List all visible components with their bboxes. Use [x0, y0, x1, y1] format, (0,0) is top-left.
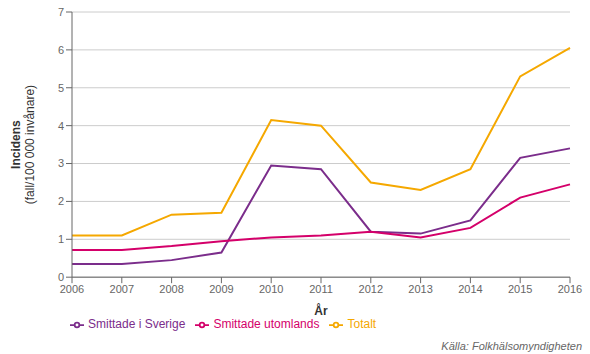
svg-text:2010: 2010 — [259, 283, 283, 295]
svg-text:2013: 2013 — [408, 283, 432, 295]
html-text:Källa: Folkhälsomyndigheten: Källa: Folkhälsomyndigheten — [441, 340, 582, 352]
svg-text:2009: 2009 — [209, 283, 233, 295]
svg-text:2015: 2015 — [508, 283, 532, 295]
svg-text:4: 4 — [58, 120, 64, 132]
svg-text:7: 7 — [58, 6, 64, 18]
html-text:Smittade utomlands: Smittade utomlands — [213, 317, 320, 332]
svg-text:3: 3 — [58, 157, 64, 169]
svg-text:2016: 2016 — [558, 283, 582, 295]
svg-text:År: År — [314, 303, 328, 318]
html-text:Totalt: Totalt — [347, 317, 377, 332]
svg-text:2007: 2007 — [110, 283, 134, 295]
svg-text:6: 6 — [58, 44, 64, 56]
svg-text:2012: 2012 — [359, 283, 383, 295]
html-text:Smittade i Sverige: Smittade i Sverige — [88, 317, 186, 332]
svg-text:2011: 2011 — [309, 283, 333, 295]
svg-text:5: 5 — [58, 82, 64, 94]
svg-text:2014: 2014 — [458, 283, 482, 295]
svg-text:2: 2 — [58, 195, 64, 207]
svg-text:2006: 2006 — [60, 283, 84, 295]
svg-text:0: 0 — [58, 271, 64, 283]
svg-text:1: 1 — [58, 233, 64, 245]
svg-text:2008: 2008 — [159, 283, 183, 295]
svg-text:Incidens(fall/100 000 invånare: Incidens(fall/100 000 invånare) — [9, 85, 37, 204]
